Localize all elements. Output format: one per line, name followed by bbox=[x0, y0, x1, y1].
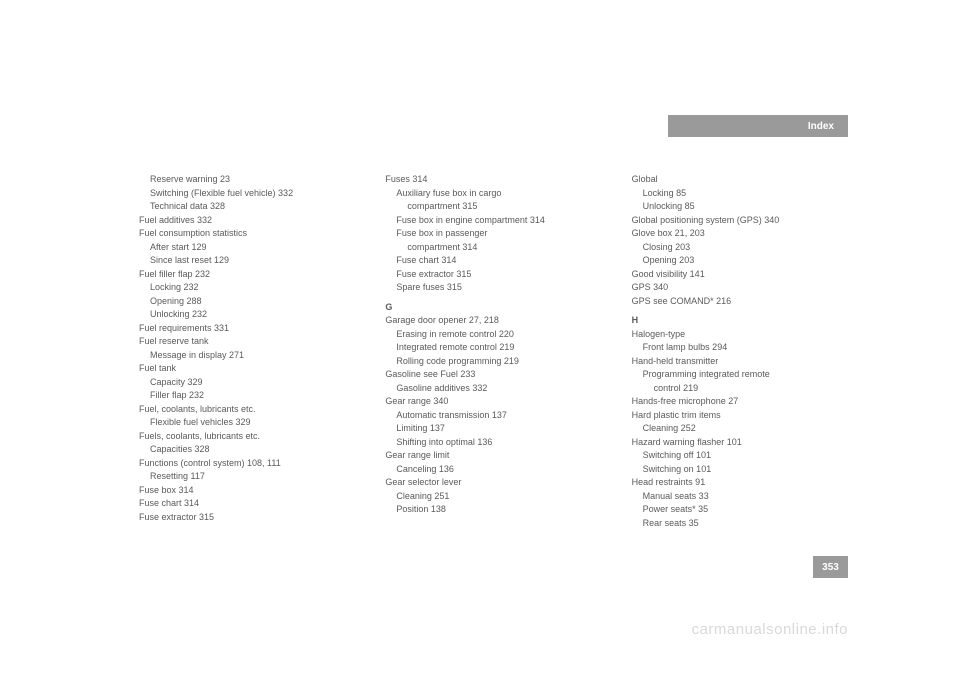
index-entry: Fuse box in passenger bbox=[385, 227, 601, 241]
index-entry: Opening 288 bbox=[139, 295, 355, 309]
index-entry: Rolling code programming 219 bbox=[385, 355, 601, 369]
index-entry: Global positioning system (GPS) 340 bbox=[632, 214, 848, 228]
index-entry: Limiting 137 bbox=[385, 422, 601, 436]
index-entry: Capacities 328 bbox=[139, 443, 355, 457]
page-number-box: 353 bbox=[813, 556, 848, 578]
index-entry: Auxiliary fuse box in cargo bbox=[385, 187, 601, 201]
index-entry: Hard plastic trim items bbox=[632, 409, 848, 423]
index-entry: Fuel filler flap 232 bbox=[139, 268, 355, 282]
index-entry: Resetting 117 bbox=[139, 470, 355, 484]
index-entry: Locking 85 bbox=[632, 187, 848, 201]
watermark: carmanualsonline.info bbox=[692, 621, 848, 638]
index-entry: Flexible fuel vehicles 329 bbox=[139, 416, 355, 430]
index-entry: Gasoline additives 332 bbox=[385, 382, 601, 396]
index-entry: Switching off 101 bbox=[632, 449, 848, 463]
index-entry: Fuel consumption statistics bbox=[139, 227, 355, 241]
index-entry: Garage door opener 27, 218 bbox=[385, 314, 601, 328]
index-entry: Switching (Flexible fuel vehicle) 332 bbox=[139, 187, 355, 201]
index-column-3: GlobalLocking 85Unlocking 85Global posit… bbox=[632, 173, 848, 530]
index-entry: Gear range 340 bbox=[385, 395, 601, 409]
index-entry: Opening 203 bbox=[632, 254, 848, 268]
index-entry: Fuel additives 332 bbox=[139, 214, 355, 228]
index-entry: Cleaning 252 bbox=[632, 422, 848, 436]
index-entry: Shifting into optimal 136 bbox=[385, 436, 601, 450]
index-entry: Cleaning 251 bbox=[385, 490, 601, 504]
index-entry: Manual seats 33 bbox=[632, 490, 848, 504]
index-entry: Front lamp bulbs 294 bbox=[632, 341, 848, 355]
page-number: 353 bbox=[822, 562, 839, 573]
index-entry: Hazard warning flasher 101 bbox=[632, 436, 848, 450]
index-entry: Since last reset 129 bbox=[139, 254, 355, 268]
index-entry: Fuse chart 314 bbox=[139, 497, 355, 511]
index-entry: Message in display 271 bbox=[139, 349, 355, 363]
index-content: Reserve warning 23Switching (Flexible fu… bbox=[139, 173, 848, 530]
index-entry: Erasing in remote control 220 bbox=[385, 328, 601, 342]
index-entry: Gasoline see Fuel 233 bbox=[385, 368, 601, 382]
index-entry: Head restraints 91 bbox=[632, 476, 848, 490]
index-entry: Canceling 136 bbox=[385, 463, 601, 477]
index-entry: Functions (control system) 108, 111 bbox=[139, 457, 355, 471]
header-tab: Index bbox=[668, 115, 848, 137]
index-entry: Fuel tank bbox=[139, 362, 355, 376]
index-entry: Fuses 314 bbox=[385, 173, 601, 187]
index-entry: Global bbox=[632, 173, 848, 187]
index-entry: Fuels, coolants, lubricants etc. bbox=[139, 430, 355, 444]
index-entry: Reserve warning 23 bbox=[139, 173, 355, 187]
index-entry: Position 138 bbox=[385, 503, 601, 517]
index-entry: Good visibility 141 bbox=[632, 268, 848, 282]
index-column-2: Fuses 314Auxiliary fuse box in cargocomp… bbox=[385, 173, 601, 530]
index-entry: Integrated remote control 219 bbox=[385, 341, 601, 355]
index-entry: Spare fuses 315 bbox=[385, 281, 601, 295]
index-entry: Fuse extractor 315 bbox=[385, 268, 601, 282]
index-entry: Power seats* 35 bbox=[632, 503, 848, 517]
index-entry: G bbox=[385, 301, 601, 315]
index-entry: Hand-held transmitter bbox=[632, 355, 848, 369]
index-entry: compartment 314 bbox=[385, 241, 601, 255]
index-entry: Fuse extractor 315 bbox=[139, 511, 355, 525]
index-entry: Fuse box in engine compartment 314 bbox=[385, 214, 601, 228]
index-entry: Fuel requirements 331 bbox=[139, 322, 355, 336]
index-entry: Technical data 328 bbox=[139, 200, 355, 214]
index-entry: Locking 232 bbox=[139, 281, 355, 295]
index-entry: Switching on 101 bbox=[632, 463, 848, 477]
index-entry: compartment 315 bbox=[385, 200, 601, 214]
index-entry: GPS see COMAND* 216 bbox=[632, 295, 848, 309]
index-entry: Fuel reserve tank bbox=[139, 335, 355, 349]
index-entry: H bbox=[632, 314, 848, 328]
index-entry: Closing 203 bbox=[632, 241, 848, 255]
index-entry: Unlocking 232 bbox=[139, 308, 355, 322]
index-entry: Rear seats 35 bbox=[632, 517, 848, 531]
index-entry: Glove box 21, 203 bbox=[632, 227, 848, 241]
index-entry: Automatic transmission 137 bbox=[385, 409, 601, 423]
index-entry: Filler flap 232 bbox=[139, 389, 355, 403]
index-entry: Halogen-type bbox=[632, 328, 848, 342]
index-entry: Hands-free microphone 27 bbox=[632, 395, 848, 409]
index-entry: Fuse chart 314 bbox=[385, 254, 601, 268]
index-entry: Capacity 329 bbox=[139, 376, 355, 390]
index-entry: Fuse box 314 bbox=[139, 484, 355, 498]
header-label: Index bbox=[808, 121, 834, 132]
index-entry: GPS 340 bbox=[632, 281, 848, 295]
index-entry: control 219 bbox=[632, 382, 848, 396]
index-entry: Programming integrated remote bbox=[632, 368, 848, 382]
index-entry: Gear selector lever bbox=[385, 476, 601, 490]
index-entry: Gear range limit bbox=[385, 449, 601, 463]
index-column-1: Reserve warning 23Switching (Flexible fu… bbox=[139, 173, 355, 530]
index-entry: Fuel, coolants, lubricants etc. bbox=[139, 403, 355, 417]
index-entry: Unlocking 85 bbox=[632, 200, 848, 214]
index-entry: After start 129 bbox=[139, 241, 355, 255]
